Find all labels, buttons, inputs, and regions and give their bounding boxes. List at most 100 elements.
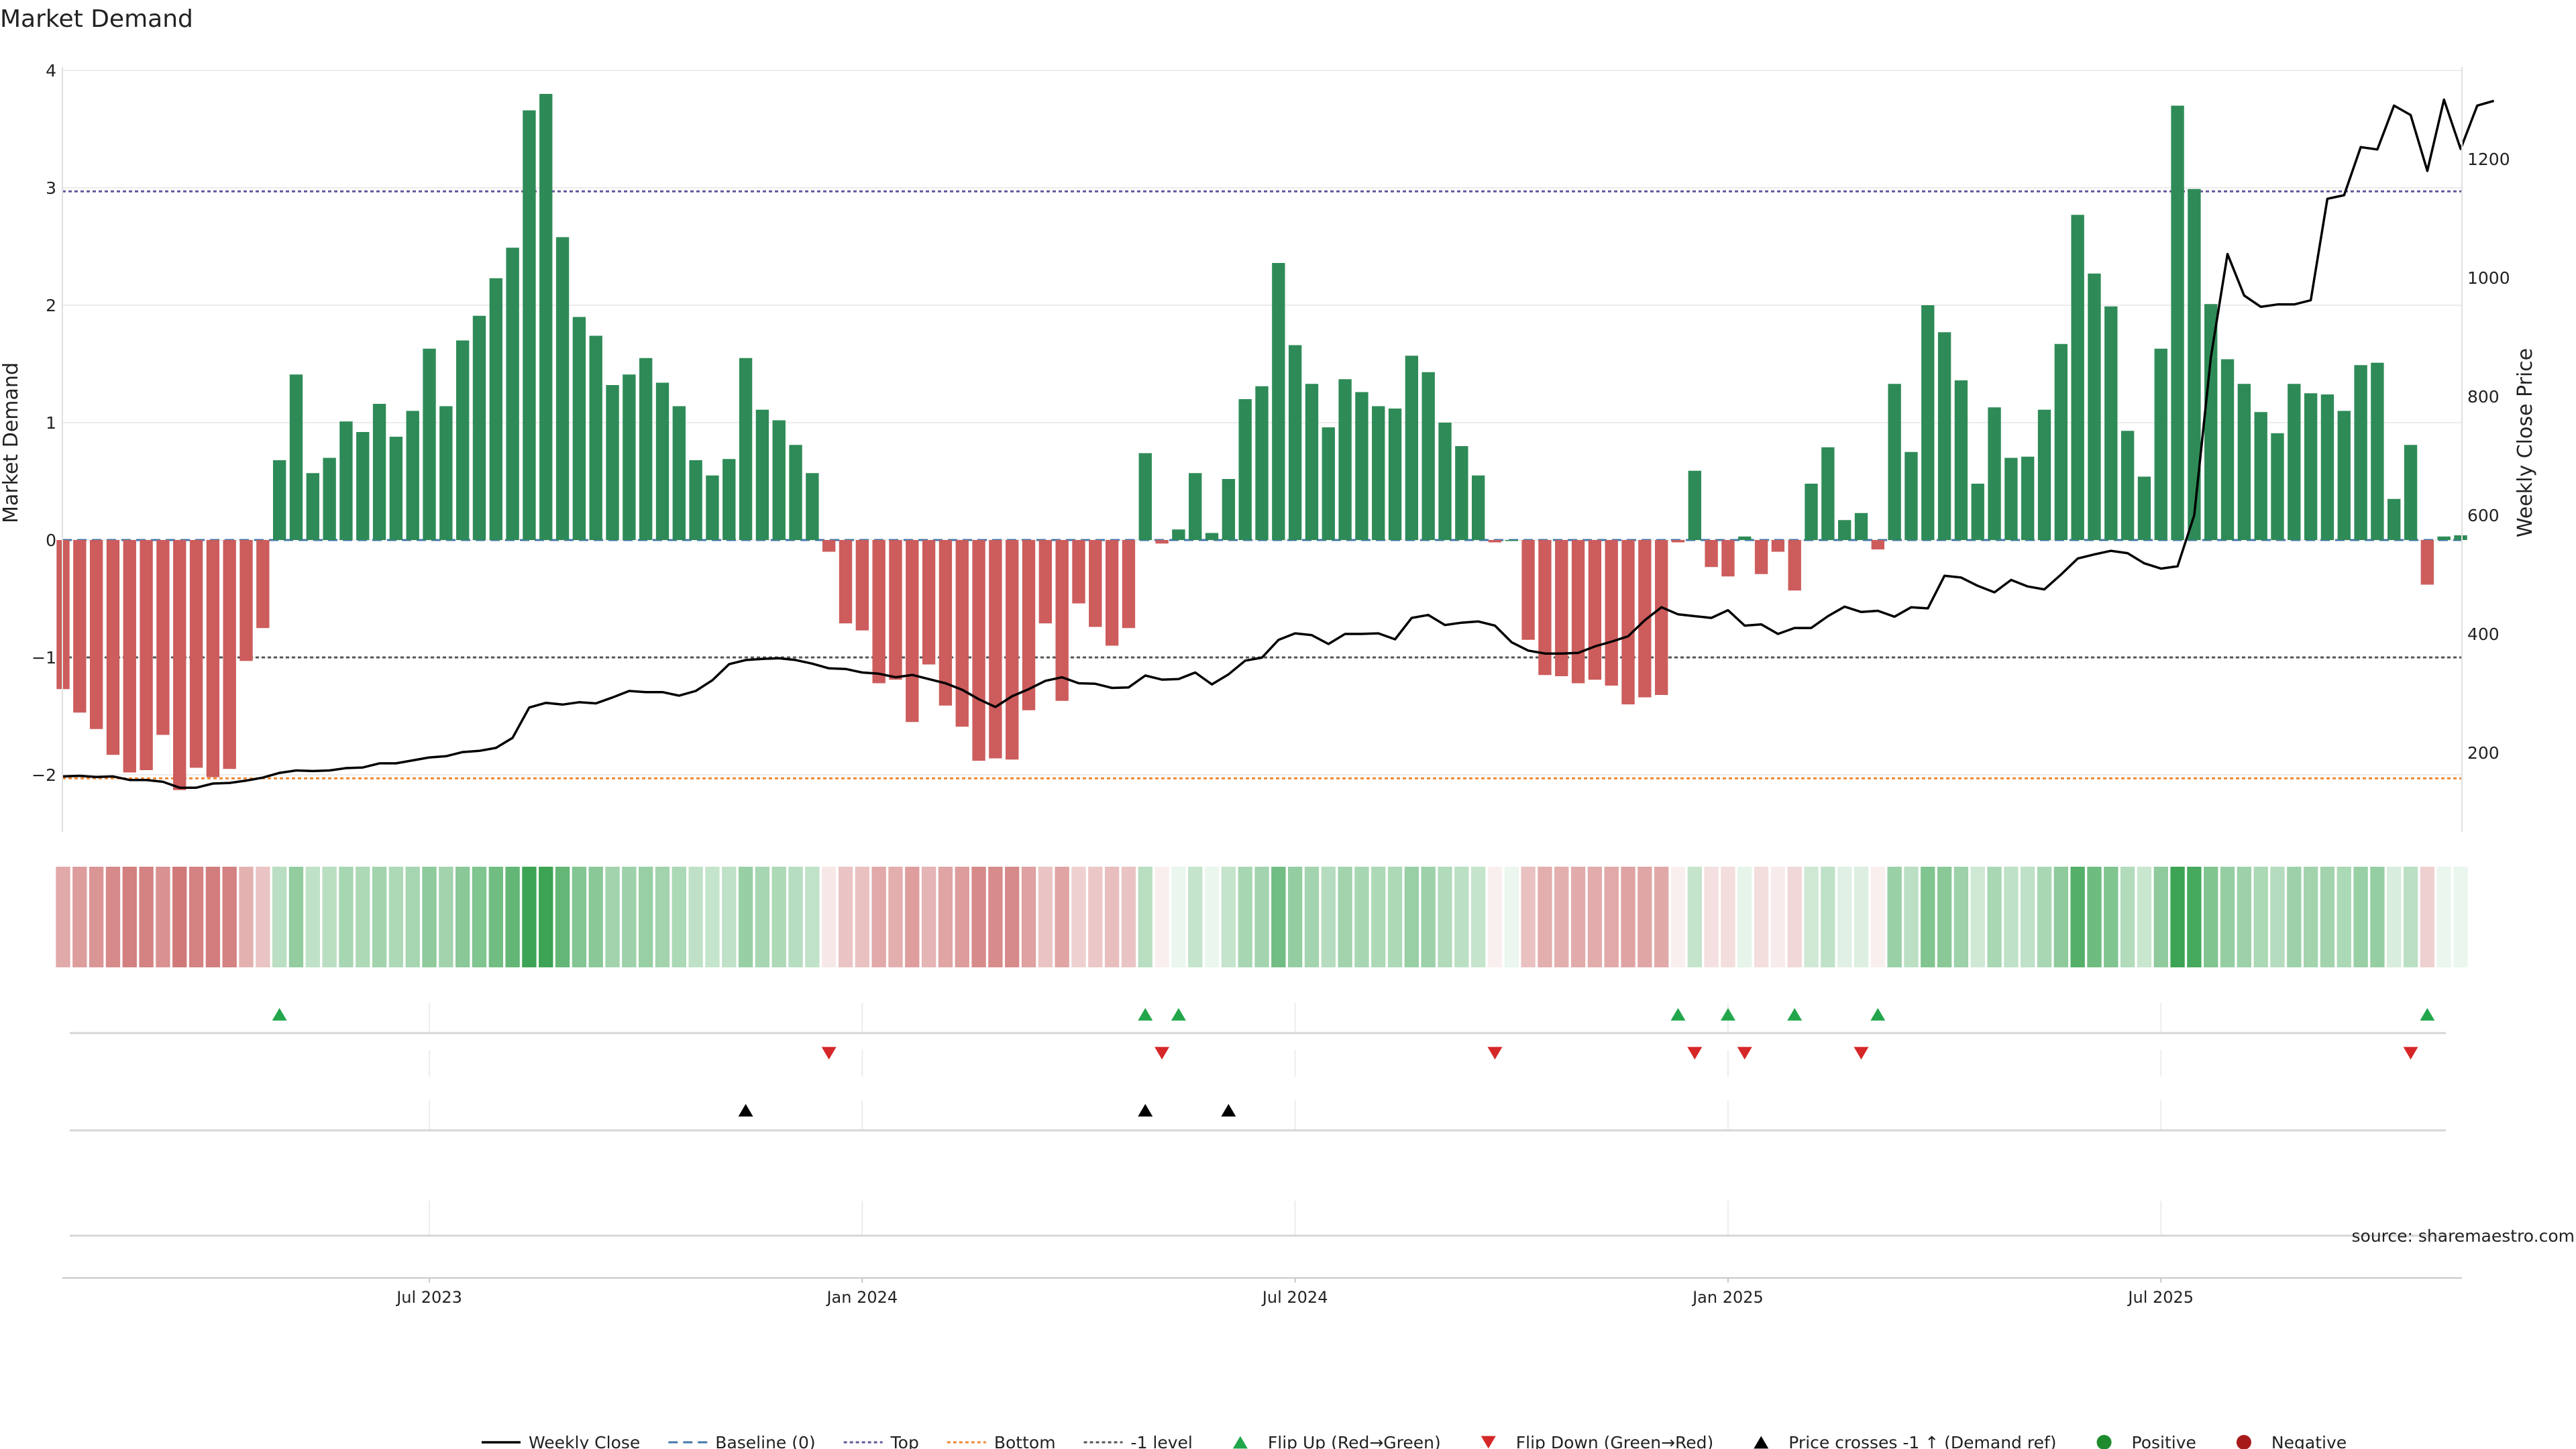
demand-bar [2104,306,2118,540]
demand-bar [289,374,303,540]
demand-bar [755,409,769,540]
strip-cell [1670,867,1686,967]
demand-bar [1155,540,1169,544]
chart-title: Market Demand [0,5,193,33]
strip-cell [455,867,470,967]
demand-bar [1238,399,1252,540]
strip-cell [1870,867,1885,967]
demand-bar [806,473,819,540]
demand-bar [173,540,186,790]
strip-cell [938,867,953,967]
demand-bar [2454,535,2467,540]
strip-cell [1721,867,1735,967]
strip-cell [2153,867,2168,967]
demand-bar [372,404,386,540]
demand-bar [1738,536,1752,540]
flip-up-marker [272,1008,287,1021]
demand-bar [1006,540,1019,760]
demand-bar [822,540,836,552]
demand-bar [2437,536,2451,540]
demand-bar [1405,356,1419,540]
demand-bar [1788,540,1801,591]
flip-up-marker [2420,1008,2435,1021]
strip-cell [2253,867,2268,967]
demand-bar [855,540,869,631]
demand-bar [1854,513,1868,540]
demand-bar [1871,540,1884,549]
strip-cell [871,867,886,967]
legend-item-flip-down: Flip Down (Green→Red) [1481,1433,1713,1449]
demand-bar [2004,458,2018,540]
demand-bar [1388,409,1402,540]
strip-cell [855,867,870,967]
demand-bar [1272,263,1285,540]
event-markers [70,1003,2446,1237]
legend-item-baseline: Baseline (0) [668,1433,816,1449]
legend-label: Top [890,1433,919,1449]
demand-bar [689,460,702,540]
price-cross-marker [1138,1104,1153,1117]
price-series [62,98,2495,789]
strip-cell [1937,867,1952,967]
demand-bar [455,340,470,540]
demand-bar [639,358,653,540]
demand-bar [1438,423,1452,540]
flip-down-marker [1854,1046,1869,1060]
strip-cell [1737,867,1752,967]
strip-cell [1438,867,1452,967]
strip-cell [838,867,853,967]
strip-cell [2337,867,2351,967]
strip-cell [822,867,837,967]
strip-cell [1287,867,1303,967]
demand-bar [272,460,286,540]
strip-cell [971,867,986,967]
demand-bar [1172,529,1185,540]
axes: −2 −1 0 1 2 3 4 200 400 600 800 1000 1200 [32,61,2510,832]
strip-cell [2370,867,2385,967]
y2-tick-label: 200 [2467,743,2500,763]
demand-bar [2387,498,2401,540]
strip-cell [1188,867,1203,967]
strip-cell [1121,867,1136,967]
strip-cell [1654,867,1669,967]
demand-bar [2254,412,2267,540]
demand-bar [1122,540,1136,629]
strip-cell [2104,867,2118,967]
strip-cell [805,867,820,967]
demand-bar [555,237,570,540]
demand-bar [1421,372,1435,540]
demand-bar [1838,520,1851,540]
strip-cell [1254,867,1269,967]
strip-cell [1521,867,1536,967]
demand-bar [2171,105,2184,540]
legend-swatch-negative [2236,1435,2251,1449]
strip-cell [1038,867,1053,967]
demand-bar [2304,393,2318,540]
demand-bar [223,540,236,769]
demand-bar [1022,540,1036,710]
demand-bar [389,437,403,540]
strip-cell [1421,867,1436,967]
demand-bar [439,406,453,540]
strip-cell [488,867,503,967]
strip-cell [2070,867,2085,967]
demand-bar [1571,540,1585,684]
strip-cell [2170,867,2185,967]
demand-bar [989,540,1002,759]
strip-cell [555,867,570,967]
strip-cell [1538,867,1552,967]
strip-cell [639,867,653,967]
strip-cell [688,867,703,967]
strip-cell [1821,867,1835,967]
demand-bar [1322,427,1335,540]
demand-bar [1605,540,1618,686]
strip-cell [288,867,304,967]
demand-bar [2021,456,2035,540]
strip-cell [1953,867,1969,967]
strip-cell [222,867,237,967]
legend-label: -1 level [1131,1433,1193,1449]
strip-cell [1987,867,2002,967]
strip-cell [2320,867,2335,967]
strip-cell [1787,867,1802,967]
strip-cell [1171,867,1186,967]
